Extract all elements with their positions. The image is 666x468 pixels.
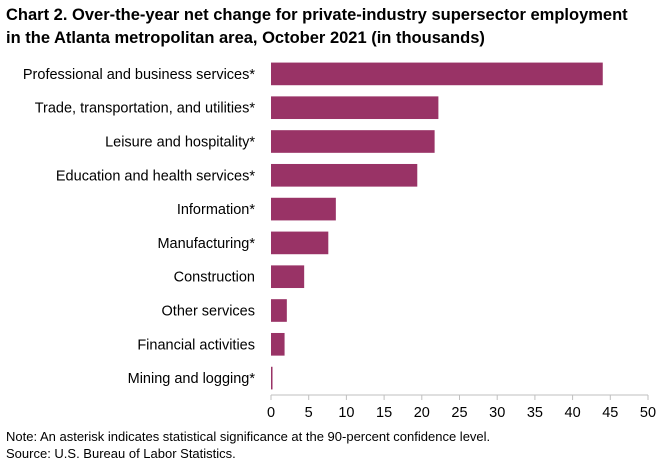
x-tick-label: 5 — [305, 405, 313, 421]
x-tick-label: 15 — [376, 405, 392, 421]
x-tick-label: 40 — [565, 405, 581, 421]
category-label-financial-activities: Financial activities — [137, 337, 255, 353]
bar-information — [271, 197, 336, 221]
chart-title: Chart 2. Over-the-year net change for pr… — [6, 4, 656, 50]
category-label-trade-transportation-and-utilities: Trade, transportation, and utilities* — [35, 101, 256, 117]
category-labels: Professional and business services* Trade… — [23, 67, 255, 387]
x-tick-label: 0 — [267, 405, 275, 421]
x-tick-label: 30 — [489, 405, 505, 421]
bar-education-and-health-services — [271, 163, 418, 187]
category-label-construction: Construction — [174, 270, 255, 286]
bar-manufacturing — [271, 231, 329, 255]
bar-mining-and-logging — [271, 366, 273, 390]
bar-leisure-and-hospitality — [271, 130, 435, 153]
category-label-mining-and-logging: Mining and logging* — [128, 371, 256, 387]
category-label-other-services: Other services — [162, 304, 255, 320]
x-axis: 0 5 10 15 20 25 30 35 40 45 50 — [267, 394, 656, 421]
category-label-education-and-health-services: Education and health services* — [56, 168, 255, 184]
category-label-manufacturing: Manufacturing* — [157, 236, 255, 252]
chart-note: Note: An asterisk indicates statistical … — [6, 429, 491, 444]
bar-trade-transportation-and-utilities — [271, 96, 439, 120]
bar-construction — [271, 265, 305, 289]
category-label-professional-and-business-services: Professional and business services* — [23, 67, 255, 83]
bar-professional-and-business-services — [271, 62, 603, 86]
x-tick-label: 35 — [527, 405, 543, 421]
x-tick-label: 50 — [640, 405, 656, 421]
x-tick-label: 10 — [338, 405, 354, 421]
x-tick-label: 25 — [451, 405, 467, 421]
x-tick-label: 20 — [414, 405, 430, 421]
chart-title-line-1: Chart 2. Over-the-year net change for pr… — [6, 6, 628, 24]
category-label-leisure-and-hospitality: Leisure and hospitality* — [105, 135, 255, 151]
bar-financial-activities — [271, 332, 285, 356]
bars-group — [271, 62, 603, 390]
x-tick-label: 45 — [602, 405, 618, 421]
category-label-information: Information* — [177, 202, 256, 218]
chart-title-line-2: in the Atlanta metropolitan area, Octobe… — [6, 29, 485, 47]
bar-other-services — [271, 299, 287, 322]
chart-source: Source: U.S. Bureau of Labor Statistics. — [6, 446, 236, 461]
